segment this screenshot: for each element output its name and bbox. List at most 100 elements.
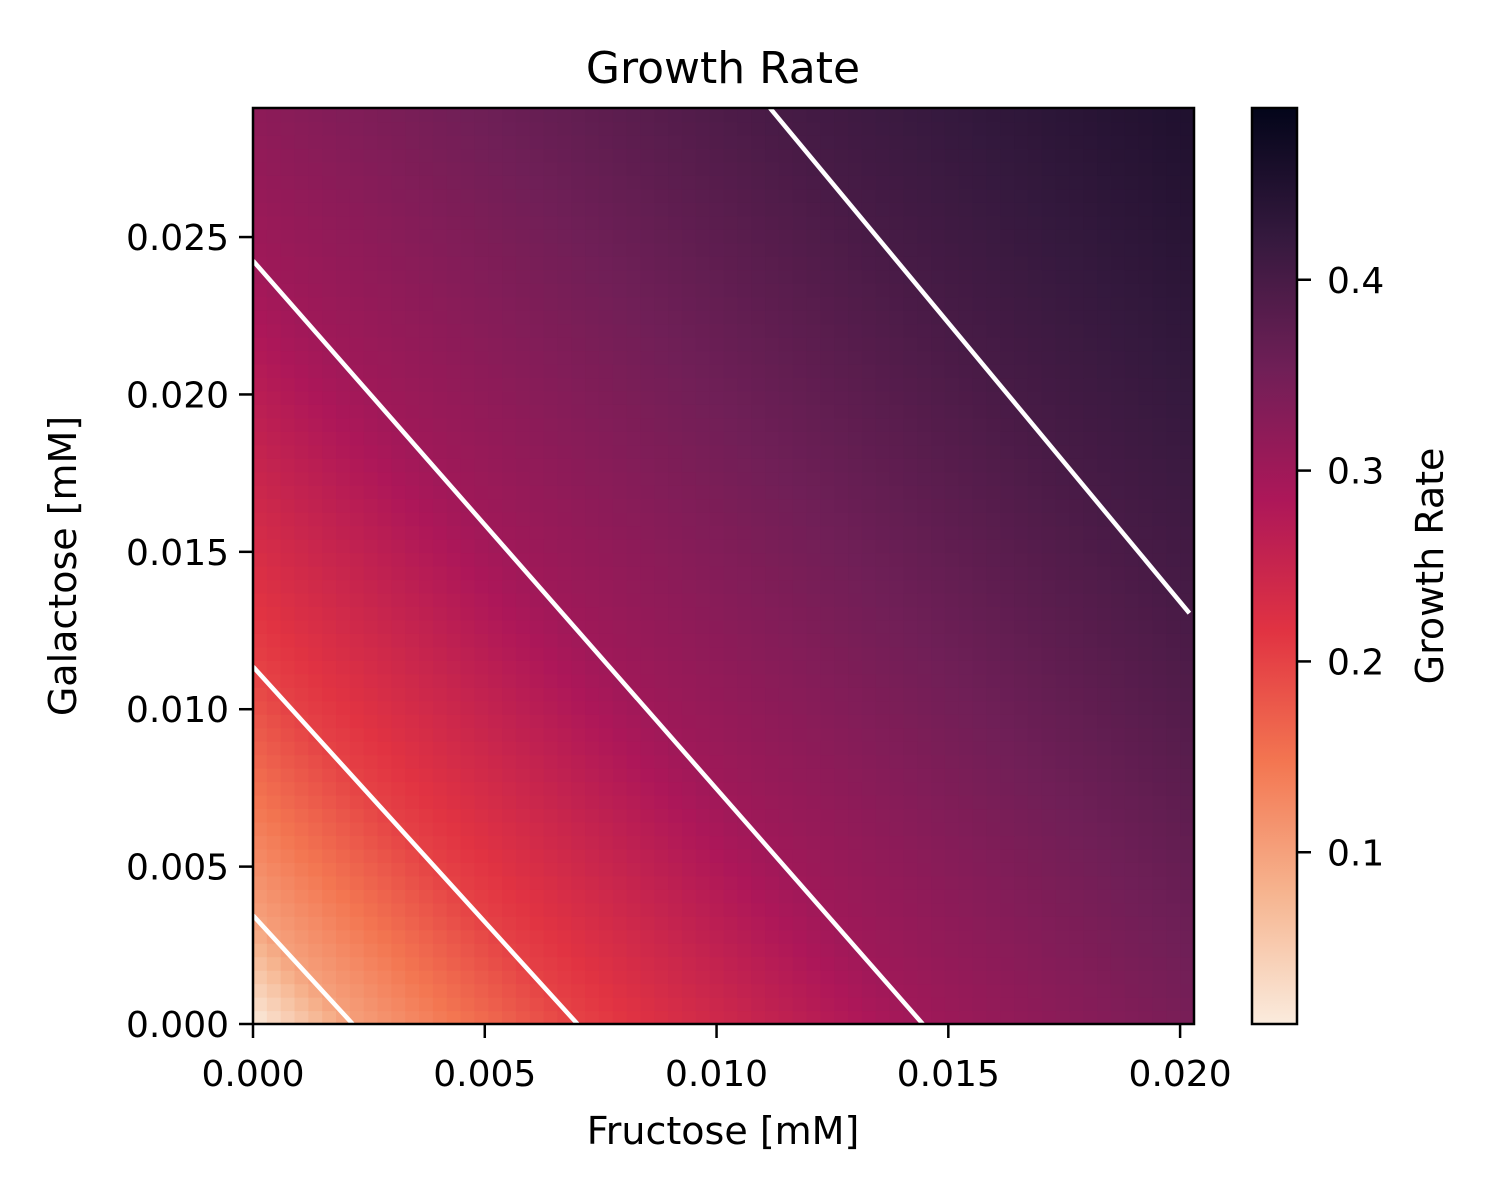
heatmap-cell (1138, 108, 1154, 123)
heatmap-cell (405, 188, 420, 203)
heatmap-cell (1166, 377, 1181, 392)
heatmap-cell (681, 350, 697, 365)
heatmap-cell (598, 471, 614, 486)
heatmap-cell (861, 188, 877, 203)
heatmap-cell (557, 188, 572, 203)
heatmap-cell (917, 606, 932, 621)
heatmap-cell (626, 700, 642, 715)
heatmap-cell (917, 552, 932, 567)
heatmap-cell (668, 444, 683, 459)
heatmap-cell (640, 539, 655, 554)
heatmap-cell (765, 741, 780, 756)
heatmap-cell (336, 498, 351, 513)
heatmap-cell (1014, 687, 1029, 702)
heatmap-cell (1041, 202, 1057, 217)
heatmap-cell (571, 741, 586, 756)
heatmap-cell (751, 161, 766, 176)
heatmap-cell (1041, 929, 1057, 944)
heatmap-cell (1027, 404, 1043, 419)
heatmap-cell (654, 471, 669, 486)
heatmap-cell (488, 660, 503, 675)
heatmap-cell (557, 700, 572, 715)
heatmap-cell (391, 835, 406, 850)
heatmap-cell (1014, 337, 1029, 352)
heatmap-cell (778, 444, 794, 459)
heatmap-cell (280, 202, 296, 217)
heatmap-cell (695, 404, 711, 419)
heatmap-cell (917, 498, 932, 513)
heatmap-cell (1083, 983, 1098, 998)
heatmap-cell (377, 781, 392, 796)
heatmap-cell (266, 202, 282, 217)
heatmap-cell (792, 552, 808, 567)
heatmap-cell (681, 377, 697, 392)
heatmap-cell (1014, 498, 1029, 513)
heatmap-cell (405, 539, 420, 554)
heatmap-cell (820, 875, 835, 890)
heatmap-cell (1000, 323, 1015, 338)
heatmap-cell (336, 242, 351, 257)
heatmap-cell (543, 161, 559, 176)
heatmap-cell (529, 323, 545, 338)
heatmap-cell (1083, 121, 1098, 136)
heatmap-cell (765, 727, 780, 742)
heatmap-cell (557, 673, 572, 688)
heatmap-cell (1110, 108, 1126, 123)
heatmap-cell (806, 619, 821, 634)
heatmap-cell (612, 606, 628, 621)
heatmap-cell (432, 687, 448, 702)
heatmap-cell (737, 916, 752, 931)
heatmap-cell (958, 229, 974, 244)
heatmap-cell (792, 108, 808, 123)
heatmap-cell (751, 848, 766, 863)
heatmap-cell (529, 431, 545, 446)
heatmap-cell (543, 673, 559, 688)
heatmap-cell (917, 700, 932, 715)
heatmap-cell (695, 997, 711, 1012)
heatmap-cell (1166, 323, 1181, 338)
heatmap-cell (848, 525, 863, 540)
heatmap-cell (695, 377, 711, 392)
heatmap-cell (336, 916, 351, 931)
heatmap-cell (336, 108, 351, 123)
heatmap-cell (253, 404, 268, 419)
heatmap-cell (654, 458, 669, 473)
heatmap-cell (681, 579, 697, 594)
heatmap-cell (363, 700, 379, 715)
heatmap-cell (1110, 350, 1126, 365)
heatmap-cell (322, 727, 337, 742)
heatmap-cell (986, 202, 1001, 217)
heatmap-cell (391, 337, 406, 352)
heatmap-cell (917, 848, 932, 863)
heatmap-cell (502, 795, 517, 810)
heatmap-cell (668, 310, 683, 325)
heatmap-cell (681, 660, 697, 675)
heatmap-cell (834, 592, 849, 608)
heatmap-cell (1069, 566, 1084, 581)
heatmap-cell (931, 902, 946, 917)
heatmap-cell (391, 229, 406, 244)
heatmap-cell (280, 471, 296, 486)
heatmap-cell (543, 202, 559, 217)
heatmap-cell (446, 754, 462, 769)
heatmap-cell (958, 202, 974, 217)
heatmap-cell (1083, 256, 1098, 271)
heatmap-cell (1000, 283, 1015, 298)
heatmap-cell (931, 983, 946, 998)
heatmap-cell (308, 768, 323, 783)
heatmap-cell (1000, 943, 1015, 958)
heatmap-cell (751, 337, 766, 352)
heatmap-cell (917, 633, 932, 648)
heatmap-cell (1000, 673, 1015, 688)
heatmap-cell (626, 660, 642, 675)
heatmap-cell (861, 539, 877, 554)
heatmap-cell (1014, 619, 1029, 634)
heatmap-cell (363, 215, 379, 230)
heatmap-cell (1180, 444, 1194, 459)
heatmap-cell (806, 768, 821, 783)
heatmap-cell (349, 889, 365, 904)
heatmap-cell (349, 121, 365, 136)
heatmap-cell (557, 902, 572, 917)
heatmap-cell (668, 161, 683, 176)
heatmap-cell (266, 741, 282, 756)
